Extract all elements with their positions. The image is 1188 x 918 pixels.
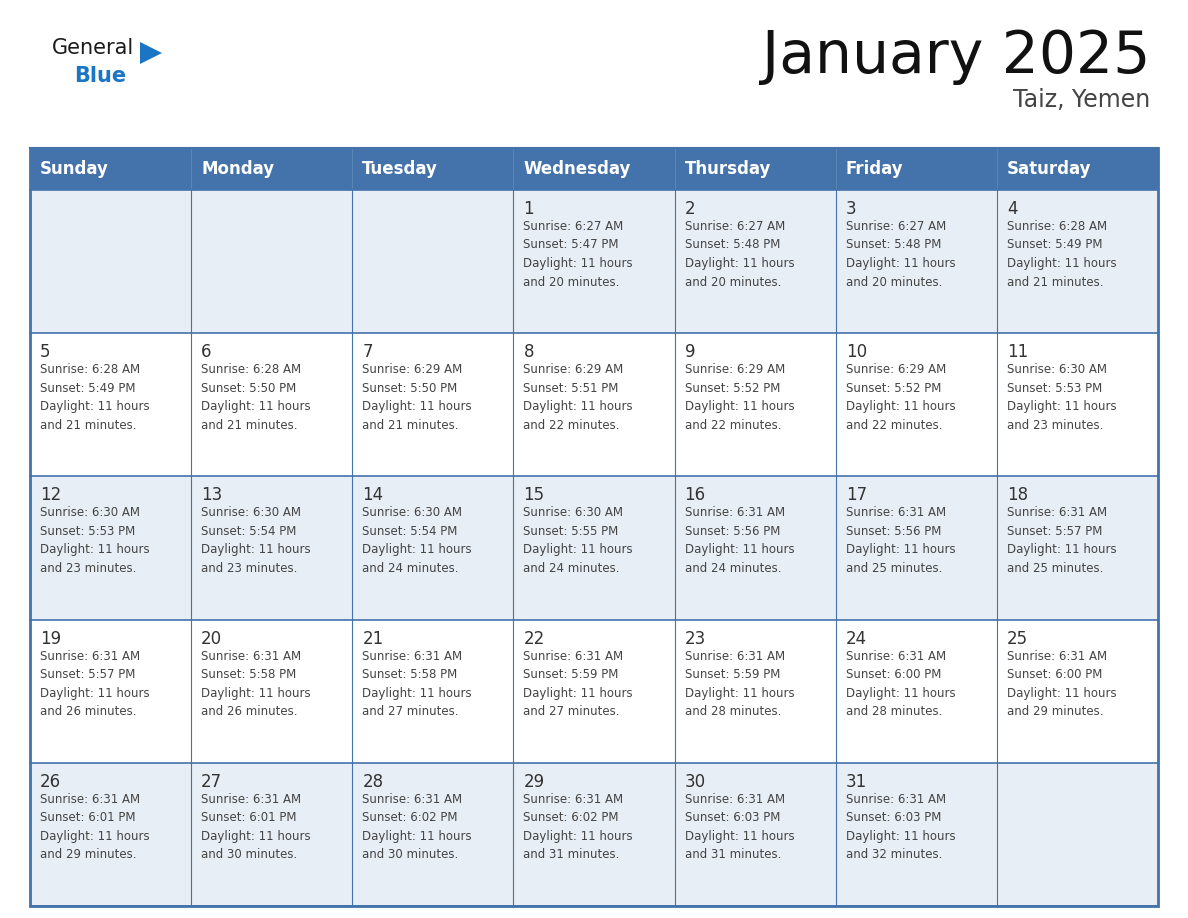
Text: Blue: Blue [74,66,126,86]
Text: Sunrise: 6:31 AM
Sunset: 6:00 PM
Daylight: 11 hours
and 29 minutes.: Sunrise: 6:31 AM Sunset: 6:00 PM Dayligh… [1007,650,1117,718]
Text: Sunrise: 6:30 AM
Sunset: 5:54 PM
Daylight: 11 hours
and 23 minutes.: Sunrise: 6:30 AM Sunset: 5:54 PM Dayligh… [201,507,311,575]
Text: 3: 3 [846,200,857,218]
Text: Sunrise: 6:31 AM
Sunset: 6:01 PM
Daylight: 11 hours
and 29 minutes.: Sunrise: 6:31 AM Sunset: 6:01 PM Dayligh… [40,793,150,861]
Text: Wednesday: Wednesday [524,160,631,178]
Text: 9: 9 [684,343,695,361]
Text: Sunrise: 6:31 AM
Sunset: 5:57 PM
Daylight: 11 hours
and 25 minutes.: Sunrise: 6:31 AM Sunset: 5:57 PM Dayligh… [1007,507,1117,575]
Text: 19: 19 [40,630,61,647]
Text: Tuesday: Tuesday [362,160,438,178]
Text: Thursday: Thursday [684,160,771,178]
Text: Sunrise: 6:29 AM
Sunset: 5:52 PM
Daylight: 11 hours
and 22 minutes.: Sunrise: 6:29 AM Sunset: 5:52 PM Dayligh… [684,364,795,431]
Text: 1: 1 [524,200,535,218]
Text: 4: 4 [1007,200,1017,218]
Text: January 2025: January 2025 [762,28,1150,85]
Text: Sunrise: 6:31 AM
Sunset: 5:57 PM
Daylight: 11 hours
and 26 minutes.: Sunrise: 6:31 AM Sunset: 5:57 PM Dayligh… [40,650,150,718]
Text: Sunrise: 6:30 AM
Sunset: 5:53 PM
Daylight: 11 hours
and 23 minutes.: Sunrise: 6:30 AM Sunset: 5:53 PM Dayligh… [40,507,150,575]
Text: Saturday: Saturday [1007,160,1092,178]
Text: Sunrise: 6:31 AM
Sunset: 6:03 PM
Daylight: 11 hours
and 32 minutes.: Sunrise: 6:31 AM Sunset: 6:03 PM Dayligh… [846,793,955,861]
Text: Sunrise: 6:27 AM
Sunset: 5:47 PM
Daylight: 11 hours
and 20 minutes.: Sunrise: 6:27 AM Sunset: 5:47 PM Dayligh… [524,220,633,288]
Bar [513,148,675,190]
Bar [30,148,1158,906]
Bar [191,148,353,190]
Text: 18: 18 [1007,487,1028,504]
Text: Friday: Friday [846,160,903,178]
Text: 21: 21 [362,630,384,647]
Text: 12: 12 [40,487,62,504]
Bar [997,148,1158,190]
Text: Sunrise: 6:31 AM
Sunset: 6:00 PM
Daylight: 11 hours
and 28 minutes.: Sunrise: 6:31 AM Sunset: 6:00 PM Dayligh… [846,650,955,718]
Bar [30,333,1158,476]
Text: 22: 22 [524,630,544,647]
Text: Sunrise: 6:31 AM
Sunset: 5:56 PM
Daylight: 11 hours
and 24 minutes.: Sunrise: 6:31 AM Sunset: 5:56 PM Dayligh… [684,507,795,575]
Text: Sunrise: 6:27 AM
Sunset: 5:48 PM
Daylight: 11 hours
and 20 minutes.: Sunrise: 6:27 AM Sunset: 5:48 PM Dayligh… [684,220,795,288]
Text: Sunrise: 6:28 AM
Sunset: 5:49 PM
Daylight: 11 hours
and 21 minutes.: Sunrise: 6:28 AM Sunset: 5:49 PM Dayligh… [40,364,150,431]
Text: Sunday: Sunday [40,160,109,178]
Text: 6: 6 [201,343,211,361]
Text: 5: 5 [40,343,51,361]
Text: 14: 14 [362,487,384,504]
Polygon shape [140,42,162,64]
Text: 30: 30 [684,773,706,790]
Text: Sunrise: 6:29 AM
Sunset: 5:52 PM
Daylight: 11 hours
and 22 minutes.: Sunrise: 6:29 AM Sunset: 5:52 PM Dayligh… [846,364,955,431]
Text: 27: 27 [201,773,222,790]
Text: Sunrise: 6:31 AM
Sunset: 6:01 PM
Daylight: 11 hours
and 30 minutes.: Sunrise: 6:31 AM Sunset: 6:01 PM Dayligh… [201,793,311,861]
Text: Sunrise: 6:31 AM
Sunset: 5:56 PM
Daylight: 11 hours
and 25 minutes.: Sunrise: 6:31 AM Sunset: 5:56 PM Dayligh… [846,507,955,575]
Text: Sunrise: 6:28 AM
Sunset: 5:50 PM
Daylight: 11 hours
and 21 minutes.: Sunrise: 6:28 AM Sunset: 5:50 PM Dayligh… [201,364,311,431]
Text: Sunrise: 6:31 AM
Sunset: 5:59 PM
Daylight: 11 hours
and 27 minutes.: Sunrise: 6:31 AM Sunset: 5:59 PM Dayligh… [524,650,633,718]
Text: Sunrise: 6:30 AM
Sunset: 5:55 PM
Daylight: 11 hours
and 24 minutes.: Sunrise: 6:30 AM Sunset: 5:55 PM Dayligh… [524,507,633,575]
Text: 20: 20 [201,630,222,647]
Bar [675,148,835,190]
Text: Sunrise: 6:30 AM
Sunset: 5:54 PM
Daylight: 11 hours
and 24 minutes.: Sunrise: 6:30 AM Sunset: 5:54 PM Dayligh… [362,507,472,575]
Text: Sunrise: 6:31 AM
Sunset: 6:02 PM
Daylight: 11 hours
and 30 minutes.: Sunrise: 6:31 AM Sunset: 6:02 PM Dayligh… [362,793,472,861]
Text: Monday: Monday [201,160,274,178]
Text: 25: 25 [1007,630,1028,647]
Text: General: General [52,38,134,58]
Text: 29: 29 [524,773,544,790]
Text: 26: 26 [40,773,61,790]
Bar [30,148,191,190]
Text: Sunrise: 6:30 AM
Sunset: 5:53 PM
Daylight: 11 hours
and 23 minutes.: Sunrise: 6:30 AM Sunset: 5:53 PM Dayligh… [1007,364,1117,431]
Text: 11: 11 [1007,343,1028,361]
Bar [30,763,1158,906]
Text: Sunrise: 6:31 AM
Sunset: 6:03 PM
Daylight: 11 hours
and 31 minutes.: Sunrise: 6:31 AM Sunset: 6:03 PM Dayligh… [684,793,795,861]
Bar [353,148,513,190]
Text: Sunrise: 6:27 AM
Sunset: 5:48 PM
Daylight: 11 hours
and 20 minutes.: Sunrise: 6:27 AM Sunset: 5:48 PM Dayligh… [846,220,955,288]
Text: 16: 16 [684,487,706,504]
Text: 23: 23 [684,630,706,647]
Text: 2: 2 [684,200,695,218]
Text: Sunrise: 6:28 AM
Sunset: 5:49 PM
Daylight: 11 hours
and 21 minutes.: Sunrise: 6:28 AM Sunset: 5:49 PM Dayligh… [1007,220,1117,288]
Text: Taiz, Yemen: Taiz, Yemen [1012,88,1150,112]
Text: 31: 31 [846,773,867,790]
Bar [835,148,997,190]
Text: Sunrise: 6:31 AM
Sunset: 5:58 PM
Daylight: 11 hours
and 27 minutes.: Sunrise: 6:31 AM Sunset: 5:58 PM Dayligh… [362,650,472,718]
Text: 24: 24 [846,630,867,647]
Text: 28: 28 [362,773,384,790]
Text: 7: 7 [362,343,373,361]
Text: Sunrise: 6:31 AM
Sunset: 5:59 PM
Daylight: 11 hours
and 28 minutes.: Sunrise: 6:31 AM Sunset: 5:59 PM Dayligh… [684,650,795,718]
Bar [30,190,1158,333]
Text: 13: 13 [201,487,222,504]
Text: Sunrise: 6:29 AM
Sunset: 5:51 PM
Daylight: 11 hours
and 22 minutes.: Sunrise: 6:29 AM Sunset: 5:51 PM Dayligh… [524,364,633,431]
Text: 10: 10 [846,343,867,361]
Text: 15: 15 [524,487,544,504]
Bar [30,476,1158,620]
Text: 17: 17 [846,487,867,504]
Bar [30,620,1158,763]
Text: Sunrise: 6:29 AM
Sunset: 5:50 PM
Daylight: 11 hours
and 21 minutes.: Sunrise: 6:29 AM Sunset: 5:50 PM Dayligh… [362,364,472,431]
Text: Sunrise: 6:31 AM
Sunset: 6:02 PM
Daylight: 11 hours
and 31 minutes.: Sunrise: 6:31 AM Sunset: 6:02 PM Dayligh… [524,793,633,861]
Text: 8: 8 [524,343,533,361]
Text: Sunrise: 6:31 AM
Sunset: 5:58 PM
Daylight: 11 hours
and 26 minutes.: Sunrise: 6:31 AM Sunset: 5:58 PM Dayligh… [201,650,311,718]
